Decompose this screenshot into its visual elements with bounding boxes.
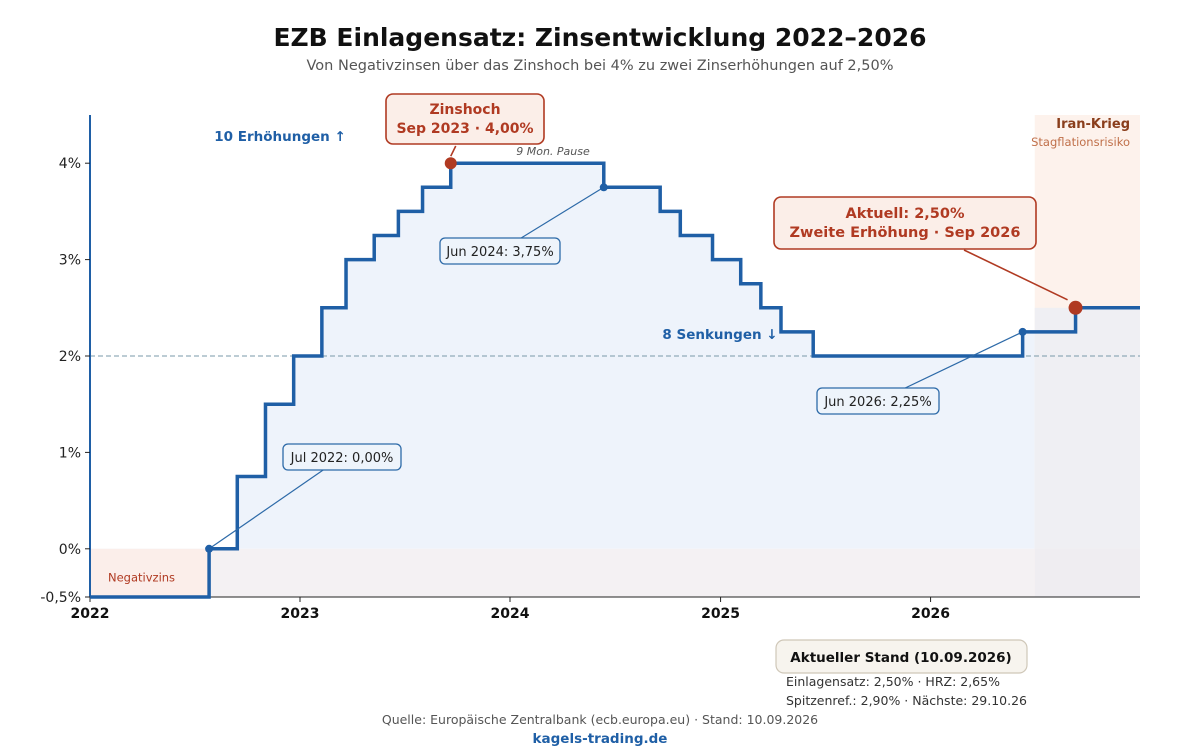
- y-tick-label: 3%: [59, 253, 81, 269]
- current-box: [773, 196, 1037, 250]
- plot-area: -0,5% 0% 1% 2% 3% 4% 2022 2023 2024 2025 2026 Negat…: [40, 93, 1140, 708]
- y-tick-label: 2%: [59, 349, 81, 365]
- current-marker: [1068, 300, 1083, 315]
- callout-jun-2026-label: Jun 2026: 2,25%: [823, 395, 931, 410]
- stand-box: [775, 639, 1028, 674]
- current-leader: [963, 249, 1068, 301]
- callout-jun-2024-label: Jun 2024: 3,75%: [445, 245, 553, 260]
- chart-subtitle: Von Negativzinsen über das Zinshoch bei …: [307, 58, 894, 74]
- iran-zone-negative: [1034, 548, 1140, 597]
- callout-jun-2026-marker: [1018, 327, 1027, 336]
- peak-marker: [444, 157, 457, 170]
- source-note: Quelle: Europäische Zentralbank (ecb.eur…: [382, 712, 818, 727]
- callout-jul-2022-marker: [205, 544, 214, 553]
- negative-zone: [90, 548, 210, 597]
- cuts-label: 8 Senkungen ↓: [662, 327, 777, 343]
- stand-box-line2: Spitzenref.: 2,90% · Nächste: 29.10.26: [786, 693, 1027, 708]
- chart-title: EZB Einlagensatz: Zinsentwicklung 2022–2…: [273, 23, 926, 52]
- x-tick-label: 2023: [281, 606, 320, 622]
- callout-jul-2022-box: [282, 443, 402, 471]
- peak-box: [385, 93, 545, 145]
- y-tick-label: 4%: [59, 156, 81, 172]
- x-tick-label: 2024: [491, 606, 530, 622]
- iran-zone-sublabel: Stagflationsrisiko: [1031, 135, 1130, 149]
- stand-box-line1: Einlagensatz: 2,50% · HRZ: 2,65%: [786, 674, 1000, 689]
- iran-zone-label: Iran-Krieg: [1056, 117, 1130, 132]
- callout-jun-2026-box: [816, 387, 940, 415]
- hikes-label: 10 Erhöhungen ↑: [214, 129, 346, 145]
- current-label-line1: Aktuell: 2,50%: [845, 206, 965, 222]
- iran-zone-lower: [1034, 307, 1140, 549]
- y-tick-label: 0%: [59, 542, 81, 558]
- rate-line: [90, 161, 1140, 599]
- brand-label: kagels-trading.de: [533, 731, 668, 746]
- stand-box-title: Aktueller Stand (10.09.2026): [790, 650, 1011, 666]
- callout-jul-2022-label: Jul 2022: 0,00%: [290, 451, 394, 466]
- x-tick-label: 2022: [71, 606, 110, 622]
- peak-label-line1: Zinshoch: [429, 102, 500, 118]
- callout-jun-2024-marker: [599, 183, 608, 192]
- current-label-line2: Zweite Erhöhung · Sep 2026: [790, 225, 1021, 241]
- pause-note: 9 Mon. Pause: [516, 145, 590, 158]
- x-tick-label: 2026: [911, 606, 950, 622]
- x-tick-label: 2025: [701, 606, 740, 622]
- below-zero-band: [90, 548, 1140, 597]
- negative-zone-label: Negativzins: [108, 571, 175, 585]
- y-tick-label: 1%: [59, 445, 81, 461]
- callout-jun-2024-box: [439, 237, 561, 265]
- peak-label-line2: Sep 2023 · 4,00%: [396, 121, 533, 137]
- callout-jul-2022-leader: [208, 456, 343, 550]
- peak-leader: [450, 145, 457, 157]
- y-tick-label: -0,5%: [40, 590, 81, 606]
